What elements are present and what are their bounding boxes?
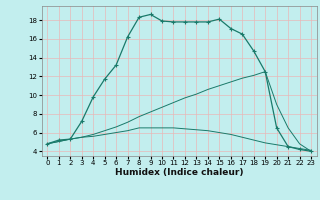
X-axis label: Humidex (Indice chaleur): Humidex (Indice chaleur) [115, 168, 244, 177]
